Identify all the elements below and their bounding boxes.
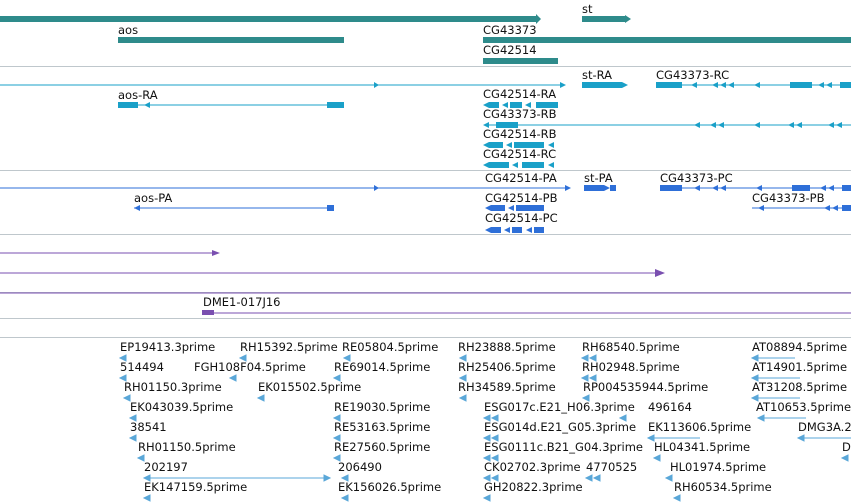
est-label[interactable]: RH01150.5prime bbox=[138, 440, 236, 454]
est-label[interactable]: HL01974.5prime bbox=[670, 460, 767, 474]
est-label[interactable]: RE05804.5prime bbox=[342, 340, 439, 354]
track-separator bbox=[0, 318, 851, 319]
transcript-label[interactable]: aos-RA bbox=[118, 88, 158, 102]
est-label[interactable]: RH25406.5prime bbox=[458, 360, 556, 374]
gene-label[interactable]: CG42514 bbox=[483, 43, 537, 57]
est-label[interactable]: AT31208.5prime bbox=[752, 380, 848, 394]
protein-label[interactable]: aos-PA bbox=[134, 191, 173, 205]
gene-feature[interactable] bbox=[582, 16, 625, 22]
transcript-label[interactable]: st-RA bbox=[582, 68, 613, 82]
protein-label[interactable]: CG42514-PA bbox=[485, 171, 557, 185]
est-label[interactable]: RH60534.5prime bbox=[674, 480, 772, 494]
est-label[interactable]: CK02702.3prime bbox=[484, 460, 581, 474]
est-label[interactable]: EK156026.5prime bbox=[338, 480, 442, 494]
protein-label[interactable]: CG42514-PB bbox=[485, 191, 558, 205]
gene-label[interactable]: st bbox=[582, 2, 593, 16]
est-label[interactable]: RE69014.5prime bbox=[334, 360, 431, 374]
est-label[interactable]: GH20822.3prime bbox=[484, 480, 583, 494]
est-label[interactable]: 496164 bbox=[648, 400, 692, 414]
est-label[interactable]: 206490 bbox=[338, 460, 382, 474]
est-label[interactable]: RE53163.5prime bbox=[334, 420, 431, 434]
est-label[interactable]: EK147159.5prime bbox=[144, 480, 248, 494]
gene-feature[interactable] bbox=[483, 58, 558, 64]
gene-feature[interactable] bbox=[118, 37, 344, 43]
est-label[interactable]: EK043039.5prime bbox=[130, 400, 234, 414]
transcript-label[interactable]: CG42514-RA bbox=[483, 87, 557, 101]
protein-label[interactable]: CG43373-PB bbox=[752, 191, 825, 205]
track-separator bbox=[0, 66, 851, 67]
est-label[interactable]: 4770525 bbox=[586, 460, 638, 474]
protein-label[interactable]: CG43373-PC bbox=[660, 171, 733, 185]
est-label[interactable]: DMG3A.2 bbox=[798, 420, 851, 434]
transcript-label[interactable]: CG42514-RC bbox=[483, 147, 557, 161]
est-label[interactable]: ESG017c.E21_H06.3prime bbox=[484, 400, 635, 414]
est-label[interactable]: EP19413.3prime bbox=[120, 340, 216, 354]
est-label[interactable]: RH02948.5prime bbox=[582, 360, 680, 374]
est-label[interactable]: RH34589.5prime bbox=[458, 380, 556, 394]
est-label[interactable]: RE27560.5prime bbox=[334, 440, 431, 454]
track-separator bbox=[0, 337, 851, 338]
est-label[interactable]: FGH108F04.5prime bbox=[194, 360, 306, 374]
transcript-label[interactable]: CG43373-RB bbox=[483, 107, 557, 121]
est-label[interactable]: RH68540.5prime bbox=[582, 340, 680, 354]
track-separator bbox=[0, 170, 851, 171]
est-label[interactable]: RH01150.3prime bbox=[124, 380, 222, 394]
est-label[interactable]: ESG014d.E21_G05.3prime bbox=[484, 420, 637, 434]
protein-label[interactable]: CG42514-PC bbox=[485, 211, 558, 225]
clone-label[interactable]: DME1-017J16 bbox=[203, 295, 281, 309]
est-label[interactable]: RH15392.5prime bbox=[240, 340, 338, 354]
est-label[interactable]: RH23888.5prime bbox=[458, 340, 556, 354]
est-label[interactable]: RP004535944.5prime bbox=[583, 380, 709, 394]
gene-feature[interactable] bbox=[0, 16, 536, 22]
est-label[interactable]: EK015502.5prime bbox=[258, 380, 362, 394]
est-label[interactable]: 514494 bbox=[120, 360, 164, 374]
gene-label[interactable]: aos bbox=[118, 23, 139, 37]
est-label[interactable]: AT08894.5prime bbox=[752, 340, 848, 354]
transcript-label[interactable]: CG42514-RB bbox=[483, 127, 557, 141]
track-separator bbox=[0, 292, 851, 293]
est-label[interactable]: 202197 bbox=[144, 460, 188, 474]
est-label[interactable]: AT14901.5prime bbox=[752, 360, 848, 374]
gene-feature[interactable] bbox=[483, 37, 851, 43]
transcript-label[interactable]: CG43373-RC bbox=[656, 68, 730, 82]
est-label[interactable]: RE19030.5prime bbox=[334, 400, 431, 414]
est-label[interactable]: D bbox=[842, 440, 851, 454]
protein-label[interactable]: st-PA bbox=[584, 171, 613, 185]
est-label[interactable]: HL04341.5prime bbox=[654, 440, 751, 454]
est-label[interactable]: ESG0111c.B21_G04.3prime bbox=[484, 440, 644, 454]
track-separator bbox=[0, 234, 851, 235]
est-label[interactable]: 38541 bbox=[130, 420, 167, 434]
est-label[interactable]: EK113606.5prime bbox=[648, 420, 752, 434]
est-label[interactable]: AT10653.5prime bbox=[756, 400, 851, 414]
gene-label[interactable]: CG43373 bbox=[483, 23, 537, 37]
